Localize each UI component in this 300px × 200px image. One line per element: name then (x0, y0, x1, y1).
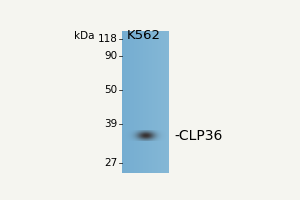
Text: 27: 27 (104, 158, 118, 168)
Text: 118: 118 (98, 34, 118, 44)
Text: 90: 90 (105, 51, 118, 61)
Text: -CLP36: -CLP36 (175, 129, 223, 143)
Text: 39: 39 (104, 119, 118, 129)
Text: K562: K562 (126, 29, 160, 42)
Text: kDa: kDa (74, 31, 94, 41)
Text: 50: 50 (105, 85, 118, 95)
